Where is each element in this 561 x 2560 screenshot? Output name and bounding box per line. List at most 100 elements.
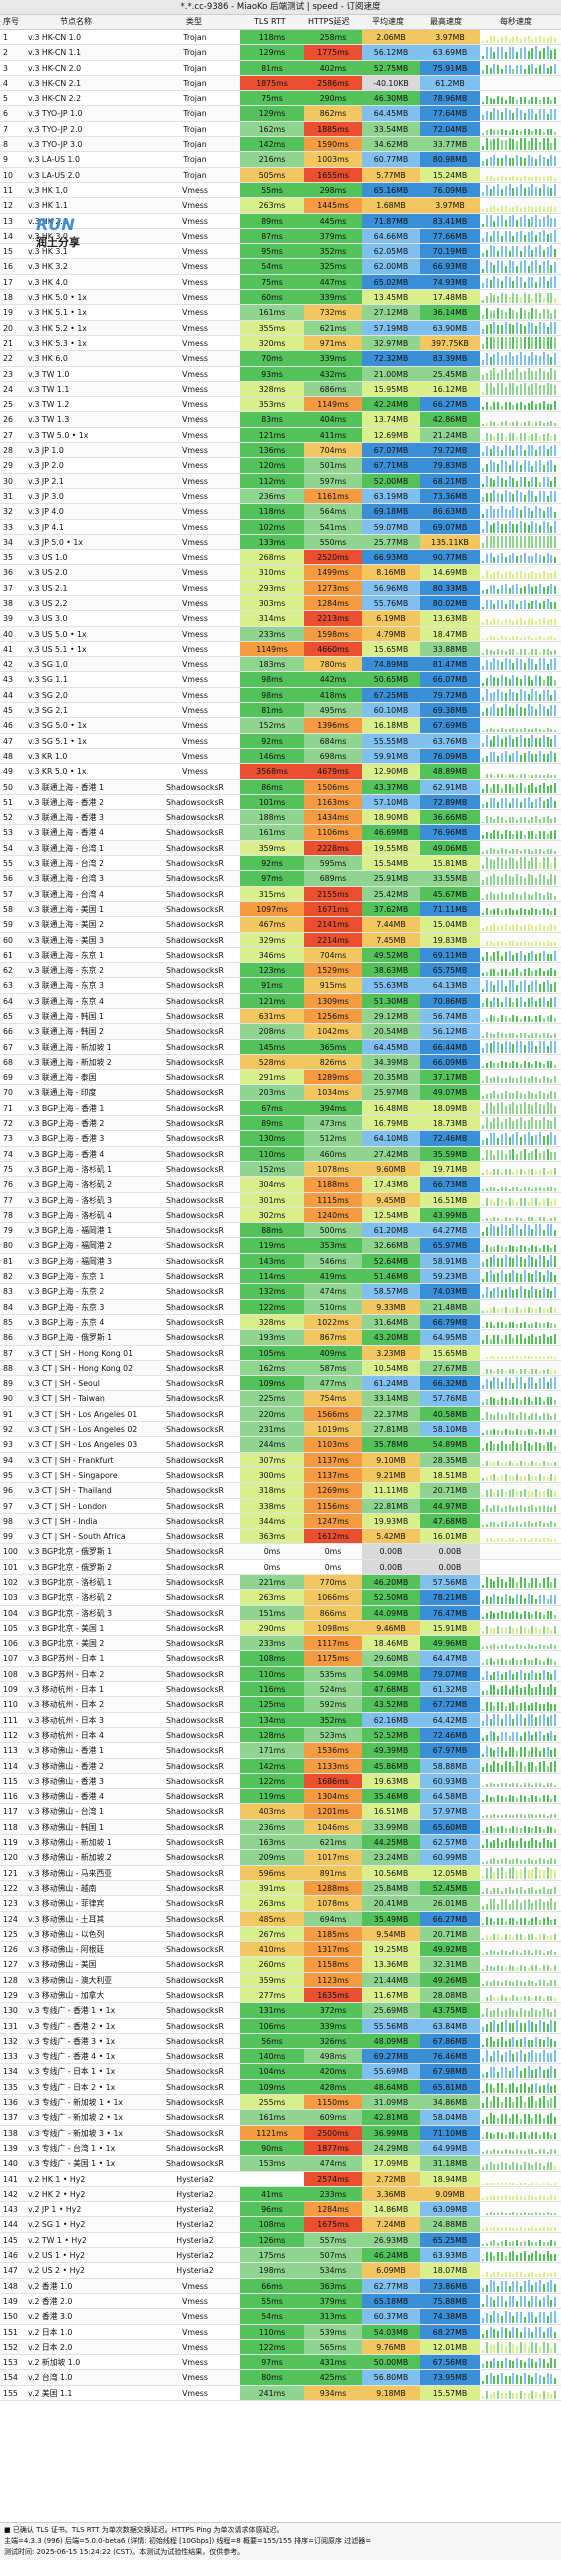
- spark-bar: [512, 1731, 515, 1742]
- spark-bar: [520, 1670, 522, 1681]
- spark-bar: [501, 46, 503, 59]
- spark-bar: [554, 217, 557, 227]
- spark-bar: [489, 649, 492, 656]
- spark-bar: [527, 1714, 530, 1726]
- spark-bar: [546, 432, 549, 442]
- cell-max: 26.01MB: [420, 1896, 480, 1911]
- spark-bar: [512, 1841, 515, 1849]
- spark-bar: [512, 1077, 515, 1084]
- spark-bar: [546, 1488, 549, 1497]
- spark-bar: [489, 1842, 492, 1849]
- spark-bar: [523, 535, 526, 549]
- speed-sparkline: [482, 2295, 559, 2308]
- speed-sparkline: [482, 1178, 559, 1191]
- spark-bar: [497, 130, 500, 136]
- spark-bar: [497, 2131, 500, 2139]
- spark-bar: [531, 2195, 534, 2201]
- spark-bar: [550, 998, 553, 1007]
- spark-bar: [546, 293, 549, 304]
- speed-sparkline: [482, 382, 559, 396]
- spark-bar: [516, 336, 519, 350]
- spark-bar: [504, 1660, 507, 1665]
- spark-bar: [501, 1224, 503, 1237]
- spark-bar: [539, 1714, 541, 1726]
- cell-proto: ShadowsocksR: [166, 2052, 224, 2062]
- cell-proto: ShadowsocksR: [166, 1577, 224, 1587]
- spark-bar: [527, 1967, 530, 1971]
- cell-name: v.3 联通上海 - 新加坡 2: [28, 1057, 112, 1067]
- spark-bar: [546, 1259, 549, 1268]
- cell-https: 290ms: [304, 91, 362, 106]
- spark-bar: [523, 2114, 526, 2124]
- spark-bar: [550, 2039, 553, 2048]
- spark-bar: [516, 693, 519, 702]
- spark-bar: [501, 324, 503, 334]
- cell-avg: 25.42MB: [362, 886, 420, 901]
- speed-sparkline: [482, 1423, 559, 1436]
- cell-max: 67.97MB: [420, 1743, 480, 1758]
- spark-bar: [546, 460, 549, 472]
- table-row: 150 v.2 香港 3.0 Vmess 54ms 313ms 60.37MB 74.38M…: [0, 2309, 561, 2325]
- cell-https: 2500ms: [304, 2125, 362, 2140]
- cell-name: v.3 联通上海 - 泰国: [28, 1073, 97, 1083]
- spark-bar: [497, 600, 500, 610]
- cell-idx: 113: [3, 1746, 18, 1756]
- spark-bar: [493, 2134, 496, 2139]
- cell-proto: ShadowsocksR: [166, 1164, 224, 1174]
- spark-bar: [550, 446, 553, 457]
- cell-rtt: 236ms: [240, 1819, 304, 1835]
- spark-bar: [542, 1577, 545, 1589]
- spark-bar: [550, 293, 553, 304]
- spark-bar: [482, 1753, 484, 1757]
- spark-bar: [493, 311, 496, 319]
- cell-avg: -40.10KB: [362, 75, 420, 91]
- spark-bar: [523, 1746, 526, 1757]
- spark-bar: [531, 131, 534, 136]
- cell-https: 428ms: [304, 2079, 362, 2095]
- spark-bar: [520, 1041, 522, 1053]
- speed-sparkline: [482, 2356, 559, 2369]
- spark-bar: [516, 2019, 519, 2032]
- spark-bar: [539, 1813, 541, 1818]
- spark-bar: [482, 2229, 484, 2231]
- cell-rtt: 136ms: [240, 443, 304, 458]
- spark-bar: [485, 1334, 488, 1344]
- cell-speed-sparkline: [480, 367, 561, 381]
- table-row: 36 v.3 US 2.0 Vmess 310ms 1499ms 8.16MB 14.69M…: [0, 565, 561, 581]
- spark-bar: [550, 2347, 553, 2354]
- spark-bar: [535, 382, 538, 396]
- spark-bar: [489, 1489, 492, 1497]
- spark-bar: [512, 1171, 515, 1176]
- spark-bar: [554, 177, 557, 181]
- spark-bar: [539, 2327, 541, 2338]
- spark-bar: [508, 184, 511, 197]
- spark-bar: [546, 2024, 549, 2032]
- spark-bar: [504, 1871, 507, 1879]
- spark-bar: [504, 436, 507, 442]
- cell-avg: 48.64MB: [362, 2079, 420, 2095]
- spark-bar: [531, 637, 534, 640]
- spark-bar: [504, 584, 507, 594]
- spark-bar: [554, 477, 557, 487]
- cell-max: 9.09MB: [420, 2186, 480, 2202]
- spark-bar: [523, 1673, 526, 1681]
- spark-bar: [539, 1521, 541, 1528]
- spark-bar: [542, 108, 545, 120]
- spark-bar: [539, 1397, 541, 1405]
- spark-bar: [512, 1430, 515, 1436]
- spark-bar: [512, 336, 515, 350]
- spark-bar: [516, 2010, 519, 2017]
- spark-bar: [539, 1201, 541, 1206]
- spark-bar: [554, 2165, 557, 2170]
- spark-bar: [520, 679, 522, 686]
- spark-bar: [542, 2165, 545, 2170]
- spark-bar: [482, 439, 484, 442]
- spark-bar: [520, 1917, 522, 1925]
- spark-bar: [523, 432, 526, 442]
- spark-bar: [531, 1092, 534, 1099]
- spark-bar: [546, 1866, 549, 1879]
- spark-bar: [501, 478, 503, 487]
- cell-name: v.3 TW 1.1: [28, 384, 70, 394]
- spark-bar: [497, 2312, 500, 2323]
- spark-bar: [531, 520, 534, 533]
